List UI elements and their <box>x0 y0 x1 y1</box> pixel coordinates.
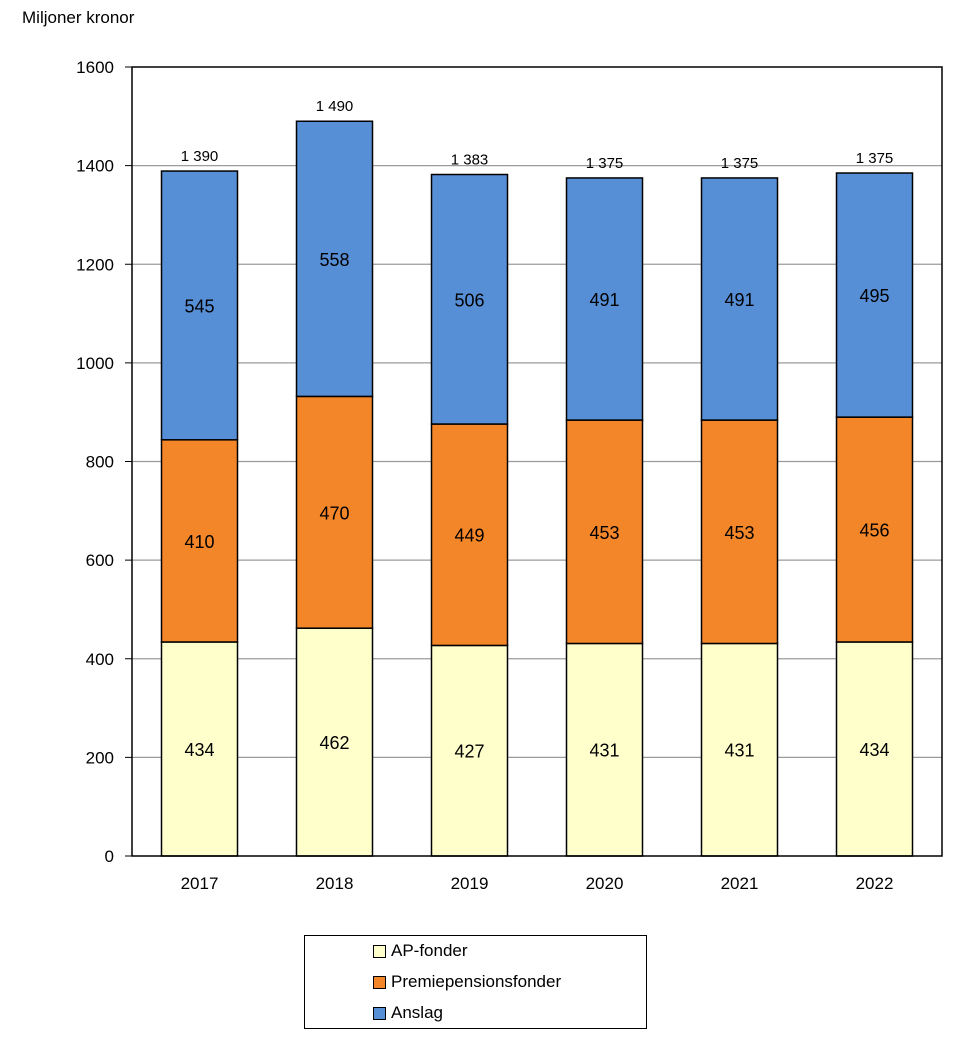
data-label: 491 <box>589 290 619 310</box>
data-label: 495 <box>859 286 889 306</box>
data-label: 431 <box>589 741 619 761</box>
bar-segment <box>430 173 509 425</box>
y-tick-label: 600 <box>86 551 114 570</box>
legend-label-anslag: Anslag <box>391 1003 443 1022</box>
bar-segment <box>160 170 239 441</box>
legend-item-anslag: Anslag <box>373 1003 443 1023</box>
legend-label-ap-fonder: AP-fonder <box>391 941 468 960</box>
bar-segment <box>565 177 644 421</box>
y-tick-label: 200 <box>86 748 114 767</box>
legend-item-ap-fonder: AP-fonder <box>373 941 468 961</box>
x-tick-label: 2020 <box>586 874 624 893</box>
y-tick-label: 1600 <box>76 58 114 77</box>
y-tick-label: 1200 <box>76 255 114 274</box>
plot-border <box>131 66 943 857</box>
data-label: 427 <box>454 742 484 762</box>
total-label: 1 375 <box>721 155 759 172</box>
stacked-bar-chart: 0 200 400 600 800 1000 1200 1400 1600 434 410 545 1 … <box>76 58 943 893</box>
y-tick-label: 1400 <box>76 157 114 176</box>
legend-swatch-ap-fonder <box>373 944 386 958</box>
y-axis-unit-label: Miljoner kronor <box>22 8 135 27</box>
total-label: 1 390 <box>181 148 219 165</box>
total-label: 1 375 <box>586 155 624 172</box>
data-label: 506 <box>454 290 484 310</box>
x-tick-label: 2021 <box>721 874 759 893</box>
data-label: 462 <box>319 733 349 753</box>
bar-segment <box>835 416 914 643</box>
legend-swatch-anslag <box>373 1006 386 1020</box>
data-label: 431 <box>724 741 754 761</box>
y-tick-label: 800 <box>86 453 114 472</box>
data-label: 453 <box>589 523 619 543</box>
bar-segment <box>295 120 374 398</box>
chart-legend: AP-fonder Premiepensionsfonder Anslag <box>304 935 647 1029</box>
legend-swatch-premiepensionsfonder <box>373 975 386 989</box>
data-label: 434 <box>184 740 214 760</box>
y-tick-label: 400 <box>86 650 114 669</box>
total-label: 1 490 <box>316 98 354 115</box>
data-label: 456 <box>859 521 889 541</box>
data-label: 491 <box>724 290 754 310</box>
data-label: 545 <box>184 296 214 316</box>
legend-item-premiepensionsfonder: Premiepensionsfonder <box>373 972 561 992</box>
total-label: 1 375 <box>856 150 894 167</box>
total-label: 1 383 <box>451 152 489 169</box>
data-label: 470 <box>319 503 349 523</box>
data-label: 449 <box>454 526 484 546</box>
bar-segment <box>835 641 914 857</box>
y-tick-label: 1000 <box>76 354 114 373</box>
legend-label-premiepensionsfonder: Premiepensionsfonder <box>391 972 562 991</box>
data-label: 434 <box>859 740 889 760</box>
data-label: 558 <box>319 250 349 270</box>
bar-segment <box>430 423 509 647</box>
data-label: 410 <box>184 532 214 552</box>
bar-segment <box>565 642 644 857</box>
bar-segment <box>700 177 779 421</box>
x-tick-label: 2019 <box>451 874 489 893</box>
bar-segment <box>700 419 779 645</box>
x-tick-label: 2017 <box>181 874 219 893</box>
bar-segment <box>295 395 374 629</box>
y-tick-label: 0 <box>105 847 114 866</box>
data-label: 453 <box>724 523 754 543</box>
x-tick-label: 2018 <box>316 874 354 893</box>
bar-segment <box>565 419 644 645</box>
x-tick-label: 2022 <box>856 874 894 893</box>
bar-segment <box>835 172 914 418</box>
